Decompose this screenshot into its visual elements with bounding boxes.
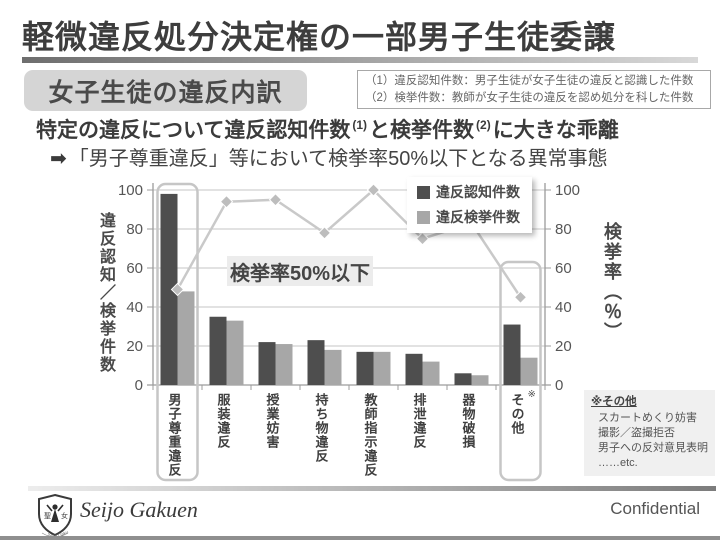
category-note-mark: ※: [527, 389, 536, 400]
headline-seg1: 特定の違反について違反認知件数: [36, 119, 351, 142]
page-title: 軽微違反処分決定権の一部男子生徒委譲: [22, 19, 617, 55]
category-label: 持ち物違反: [313, 393, 329, 463]
subline: ➡ 「男子尊重違反」等において検挙率50%以下となる異常事態: [50, 142, 608, 171]
svg-text:女: 女: [61, 511, 68, 520]
svg-text:60: 60: [126, 260, 143, 277]
svg-text:100: 100: [555, 182, 580, 199]
other-footnote-title: ※その他: [591, 396, 637, 408]
svg-text:20: 20: [126, 338, 143, 355]
headline-sup1: (1): [352, 118, 368, 132]
left-axis-title: 違反認知／検挙件数: [97, 212, 114, 374]
svg-text:40: 40: [555, 299, 572, 316]
legend-swatch-dark: [417, 185, 430, 199]
svg-text:80: 80: [126, 221, 143, 238]
svg-text:聖: 聖: [44, 512, 51, 520]
definition-line-1: （1）違反認知件数：男子生徒が女子生徒の違反と認識した件数: [365, 75, 694, 87]
legend-swatch-gray: [417, 210, 430, 224]
other-footnote-item: ……etc.: [598, 457, 638, 469]
confidential-label: Confidential: [610, 499, 700, 518]
headline-sup2: (2): [476, 118, 491, 132]
title-divider: [22, 57, 698, 63]
legend-label: 違反認知件数: [436, 184, 520, 200]
headline-seg3: に大きな乖離: [492, 119, 619, 142]
legend-item: 違反検挙件数: [417, 207, 520, 227]
category-label: 排泄違反: [411, 393, 427, 449]
category-label: 男子尊重違反: [166, 393, 182, 477]
definitions-box: （1）違反認知件数：男子生徒が女子生徒の違反と認識した件数 （2）検挙件数：教師…: [357, 70, 711, 109]
school-name: Seijo Gakuen: [80, 497, 198, 522]
headline-seg2: と検挙件数: [369, 119, 475, 142]
svg-text:0: 0: [555, 377, 563, 394]
svg-text:40: 40: [126, 299, 143, 316]
svg-text:0: 0: [135, 377, 143, 394]
headline: 特定の違反について違反認知件数 (1)と検挙件数 (2)に大きな乖離: [36, 114, 619, 144]
arrest-rate-callout: 検挙率50%以下: [227, 256, 373, 286]
category-label: 器物破損: [460, 393, 476, 449]
chart-legend: 違反認知件数 違反検挙件数: [407, 177, 532, 233]
category-label: 教師指示違反: [362, 393, 378, 477]
svg-text:80: 80: [555, 221, 572, 238]
legend-item: 違反認知件数: [417, 182, 520, 202]
category-label: 服装違反: [215, 393, 231, 449]
svg-text:60: 60: [555, 260, 572, 277]
legend-label: 違反検挙件数: [436, 209, 520, 225]
section-badge: 女子生徒の違反内訳: [24, 70, 307, 111]
category-label: 授業妨害: [264, 393, 280, 449]
other-footnote-item: 撮影／盗撮拒否: [598, 427, 675, 439]
definition-line-2: （2）検挙件数：教師が女子生徒の違反を認め処分を科した件数: [365, 91, 694, 104]
subline-text: 「男子尊重違反」等において検挙率50%以下となる異常事態: [68, 148, 608, 170]
category-label: その他: [509, 393, 525, 435]
slide-bottom-edge: [0, 536, 720, 540]
right-arrow-icon: ➡: [50, 148, 67, 170]
svg-text:20: 20: [555, 338, 572, 355]
right-axis-title: 検挙率（％）: [602, 222, 622, 342]
other-footnote-item: スカートめくり妨害: [598, 412, 697, 424]
svg-text:100: 100: [118, 182, 143, 199]
other-footnote-box: ※その他 スカートめくり妨害 撮影／盗撮拒否 男子への反対意見表明 ……etc.: [584, 390, 715, 476]
school-crest-icon: 聖 女 Seijo Gakuen: [35, 489, 74, 540]
footer-divider: [28, 486, 716, 491]
other-footnote-item: 男子への反対意見表明: [598, 442, 708, 454]
